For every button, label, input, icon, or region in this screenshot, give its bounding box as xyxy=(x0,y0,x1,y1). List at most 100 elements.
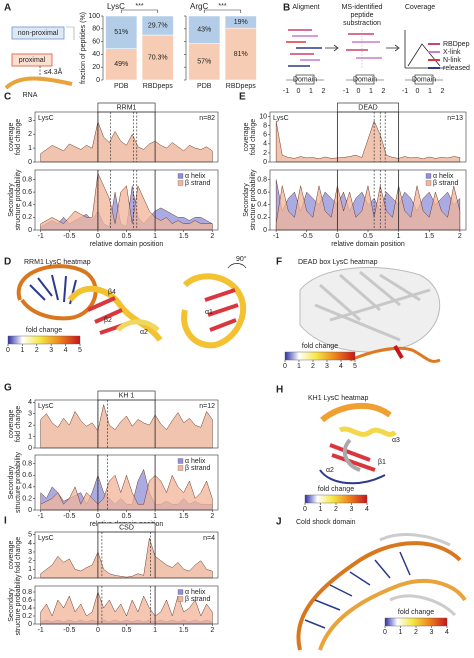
colorbar-tick-label: 5 xyxy=(353,363,357,370)
probability-area xyxy=(40,172,213,231)
structure-annotation: α2 xyxy=(140,329,148,336)
step-label: substraction xyxy=(343,20,381,27)
colorbar xyxy=(7,335,81,345)
significance: *** xyxy=(135,3,143,10)
domain-label: Domain xyxy=(293,76,317,83)
y-axis-label: Secondary xyxy=(8,465,15,499)
bar-segment xyxy=(224,27,257,81)
colorbar-tick-label: 5 xyxy=(78,347,82,354)
y-axis-label: coverage xyxy=(243,122,250,151)
x-tick-label: 0.5 xyxy=(122,233,132,240)
x-tick-label: 2 xyxy=(210,513,214,520)
colorbar xyxy=(304,494,368,504)
colorbar-tick-label: 2 xyxy=(334,506,338,513)
x-tick-label: 2 xyxy=(210,233,214,240)
chart-title: LysC xyxy=(107,2,125,11)
axis-tick-label: 1 xyxy=(428,88,432,95)
d-structure xyxy=(16,263,247,349)
y-tick-label: 1 xyxy=(28,566,32,573)
y-tick-label: 100 xyxy=(88,13,100,20)
y-tick-label: 0 xyxy=(96,77,100,84)
y-tick-label: 6 xyxy=(263,132,267,139)
plot-frame xyxy=(269,111,467,163)
domain-label: Domain xyxy=(412,76,436,83)
non-proximal-box xyxy=(11,26,65,40)
panel-title: RRM1 LysC heatmap xyxy=(24,259,91,266)
h-structure xyxy=(319,402,397,485)
domain-name: CSD xyxy=(119,524,134,531)
legend-swatch xyxy=(425,180,432,186)
legend-swatch xyxy=(177,180,184,186)
y-tick-label: 2 xyxy=(263,150,267,157)
domain-name: KH 1 xyxy=(119,392,135,399)
axis-tick-label: 2 xyxy=(441,88,445,95)
panel-title: KH1 LysC heatmap xyxy=(308,395,369,402)
y-axis-label: fold change xyxy=(15,537,22,573)
structure-annotation: α1 xyxy=(205,309,213,316)
step-label: MS-identified xyxy=(342,4,383,11)
distance-label: ≤4.3Å xyxy=(44,67,63,76)
y-tick-label: 0 xyxy=(28,159,32,166)
step-label: Coverage xyxy=(405,4,435,11)
y-axis-label: structure probability xyxy=(250,169,257,231)
axis-tick-label: 1 xyxy=(369,88,373,95)
colorbar-tick-label: 3 xyxy=(430,629,434,636)
coverage-area xyxy=(40,404,213,449)
step-label: peptide xyxy=(351,12,374,19)
y-axis-label: structure probability xyxy=(15,574,22,636)
x-tick-label: RBDpeps xyxy=(143,83,173,90)
colorbar-tick-label: 0 xyxy=(303,506,307,513)
y-tick-label: 0 xyxy=(28,575,32,582)
bar-segment xyxy=(224,15,257,29)
legend-label: X-link xyxy=(443,49,461,56)
domain-name: RRM1 xyxy=(117,104,137,111)
axis-tick-label: -1 xyxy=(402,88,408,95)
legend-swatch xyxy=(177,589,184,595)
x-tick-label: PDB xyxy=(197,83,212,90)
coverage-area xyxy=(275,120,461,163)
y-tick-label: 0 xyxy=(28,227,32,234)
axis-tick-label: 0 xyxy=(357,88,361,95)
panel-label: J xyxy=(276,517,282,528)
probability-area xyxy=(40,591,213,625)
panel-label: I xyxy=(4,516,7,527)
x-tick-label: -1 xyxy=(273,233,279,240)
y-tick-label: 0 xyxy=(28,445,32,452)
domain-name: DEAD xyxy=(358,104,377,111)
axis-tick-label: -1 xyxy=(343,88,349,95)
bar-segment xyxy=(105,48,138,81)
structure-annotation: 90° xyxy=(236,255,247,263)
y-axis-label: fold change xyxy=(250,119,257,155)
domain-box xyxy=(355,74,375,85)
structure-annotation: α3 xyxy=(392,437,400,444)
legend-label: α helix xyxy=(185,173,206,180)
colorbar-tick-label: 0 xyxy=(6,347,10,354)
colorbar xyxy=(384,617,448,627)
enzyme-label: LysC xyxy=(38,115,54,122)
y-axis-label: Secondary xyxy=(243,183,250,217)
panel-label: A xyxy=(4,3,11,14)
panel-label: E xyxy=(239,92,246,103)
plot-frame xyxy=(34,399,219,449)
y-tick-label: 0.6 xyxy=(22,189,32,196)
x-axis-label: relative domain position xyxy=(90,241,164,248)
colorbar-tick-label: 3 xyxy=(350,506,354,513)
panel-label: C xyxy=(4,92,11,103)
enzyme-label: LysC xyxy=(38,403,54,410)
x-tick-label: -1 xyxy=(38,627,44,634)
y-tick-label: 40 xyxy=(92,51,100,58)
colorbar-tick-label: 4 xyxy=(339,363,343,370)
value-label: 49% xyxy=(114,61,128,68)
y-tick-label: 0 xyxy=(263,159,267,166)
value-label: 19% xyxy=(234,19,248,26)
x-tick-label: -1 xyxy=(38,513,44,520)
y-axis-label: structure probability xyxy=(15,451,22,513)
value-label: 43% xyxy=(197,27,211,34)
bar-segment xyxy=(141,15,174,36)
colorbar-tick-label: 1 xyxy=(20,347,24,354)
colorbar-tick-label: 2 xyxy=(414,629,418,636)
x-tick-label: 0.5 xyxy=(122,627,132,634)
x-tick-label: 1.5 xyxy=(424,233,434,240)
series-label: proximal xyxy=(19,57,46,64)
n-label: n=82 xyxy=(199,115,215,122)
